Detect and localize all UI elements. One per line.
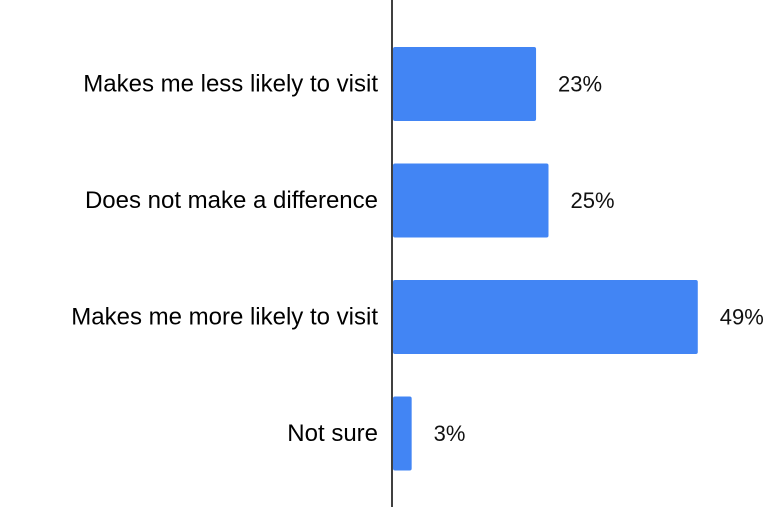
category-label-2: Does not make a difference <box>85 187 378 214</box>
bars-group <box>393 47 698 471</box>
value-label-2: 25% <box>571 188 615 213</box>
category-label-3: Makes me more likely to visit <box>71 304 378 331</box>
bar-2 <box>393 163 549 238</box>
bar-4 <box>393 396 412 471</box>
value-label-4: 3% <box>434 421 466 446</box>
category-label-4: Not sure <box>287 420 378 447</box>
category-labels-group: Makes me less likely to visit Does not ma… <box>71 71 378 448</box>
value-labels-group: 23% 25% 49% 3% <box>434 72 764 447</box>
value-label-3: 49% <box>720 305 764 330</box>
bar-3 <box>393 280 698 354</box>
value-label-1: 23% <box>558 72 602 97</box>
bar-1 <box>393 47 537 121</box>
category-label-1: Makes me less likely to visit <box>83 71 378 98</box>
